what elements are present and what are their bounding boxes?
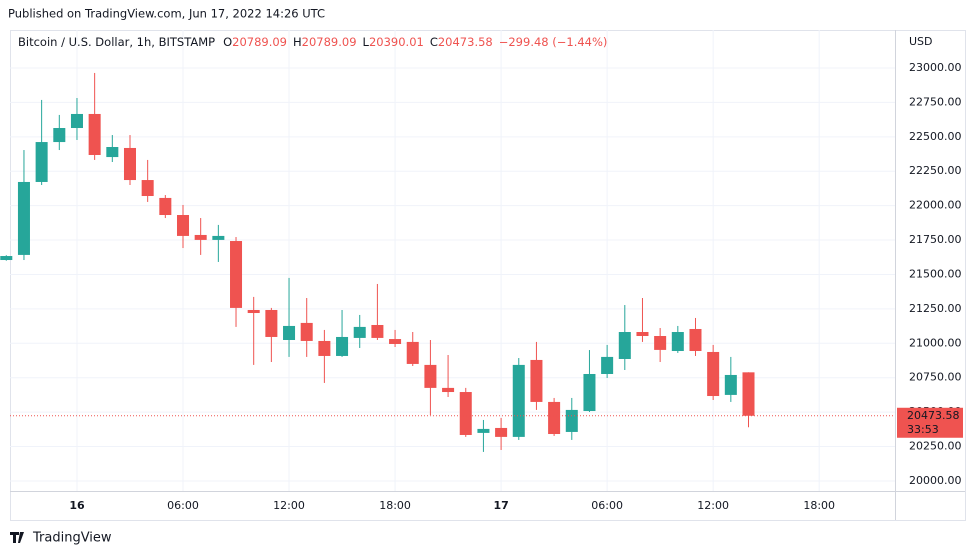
candle-body xyxy=(654,336,667,350)
candle-body xyxy=(707,351,720,397)
o-label: O xyxy=(223,35,232,49)
candle-body xyxy=(618,332,631,359)
candle-body xyxy=(742,372,755,416)
candle-body xyxy=(353,326,366,338)
last-price-label: 20473.58 xyxy=(907,409,960,422)
symbol: Bitcoin / U.S. Dollar, 1h, BITSTAMP xyxy=(18,35,215,49)
y-tick-label: 23000.00 xyxy=(909,61,962,74)
candle-body xyxy=(636,332,649,337)
y-tick-label: 22750.00 xyxy=(909,95,962,108)
candle-body xyxy=(548,401,561,435)
x-tick-label: 18:00 xyxy=(803,499,835,512)
candle-body xyxy=(477,428,490,433)
candle-body xyxy=(70,113,83,129)
candle-body xyxy=(495,427,508,437)
candle-body xyxy=(141,180,154,197)
candle-body xyxy=(123,147,136,181)
candle-body xyxy=(283,325,296,340)
candle-body xyxy=(601,356,614,374)
x-tick-label: 16 xyxy=(69,499,85,512)
currency: USD xyxy=(909,35,933,48)
candle-body xyxy=(53,128,66,143)
o-value: 20789.09 xyxy=(232,35,287,49)
candle-body xyxy=(265,309,278,337)
candle-body xyxy=(230,241,243,308)
change: −299.48 (−1.44%) xyxy=(499,35,608,49)
candle-body xyxy=(583,373,596,412)
candle-body xyxy=(424,364,437,388)
logo: TradingView xyxy=(10,531,112,546)
candle-body xyxy=(88,113,101,155)
candle-body xyxy=(106,147,119,158)
y-tick-label: 21500.00 xyxy=(909,267,962,280)
x-tick-label: 06:00 xyxy=(167,499,199,512)
candle-body xyxy=(371,324,384,338)
logo-icon xyxy=(10,532,24,543)
last-price-box xyxy=(897,407,963,438)
candle-body xyxy=(389,339,402,344)
candle-body xyxy=(689,328,702,352)
candle-body xyxy=(336,336,349,356)
candle-body xyxy=(530,359,543,402)
candle-body xyxy=(512,364,525,437)
h-value: 20789.09 xyxy=(302,35,357,49)
x-tick-label: 17 xyxy=(493,499,508,512)
candle-body xyxy=(406,341,419,364)
published-note: Published on TradingView.com, Jun 17, 20… xyxy=(8,7,325,21)
y-tick-label: 20750.00 xyxy=(909,371,962,384)
y-tick-label: 21250.00 xyxy=(909,302,962,315)
candle-body xyxy=(724,374,737,395)
y-tick-label: 22000.00 xyxy=(909,199,962,212)
header: Bitcoin / U.S. Dollar, 1h, BITSTAMP O2078… xyxy=(18,35,607,49)
candle-body xyxy=(159,197,172,216)
brand: TradingView xyxy=(32,531,112,546)
l-label: L xyxy=(363,35,370,49)
candle-body xyxy=(176,215,190,236)
h-label: H xyxy=(293,35,302,49)
y-tick-label: 20250.00 xyxy=(909,440,962,453)
y-tick-label: 21000.00 xyxy=(909,336,962,349)
candle-body xyxy=(194,234,207,240)
candle-body xyxy=(565,409,578,432)
candle-body xyxy=(300,322,313,341)
candle-body xyxy=(0,256,13,261)
y-tick-label: 22250.00 xyxy=(909,164,962,177)
candle-body xyxy=(671,332,684,352)
candle-body xyxy=(318,340,331,356)
candle-body xyxy=(459,392,472,435)
candle-body xyxy=(212,235,225,240)
x-tick-label: 18:00 xyxy=(379,499,411,512)
candle-body xyxy=(442,387,455,393)
y-tick-label: 21750.00 xyxy=(909,233,962,246)
candle-body xyxy=(35,142,48,182)
x-tick-label: 12:00 xyxy=(697,499,729,512)
x-tick-label: 12:00 xyxy=(273,499,305,512)
y-tick-label: 22500.00 xyxy=(909,130,962,143)
c-label: C xyxy=(430,35,438,49)
x-tick-label: 06:00 xyxy=(591,499,623,512)
candle-body xyxy=(17,181,30,255)
candle-body xyxy=(247,309,260,314)
c-value: 20473.58 xyxy=(438,35,493,49)
y-tick-label: 20000.00 xyxy=(909,474,962,487)
l-value: 20390.01 xyxy=(369,35,424,49)
chart-frame xyxy=(10,30,966,521)
countdown: 33:53 xyxy=(907,423,939,436)
